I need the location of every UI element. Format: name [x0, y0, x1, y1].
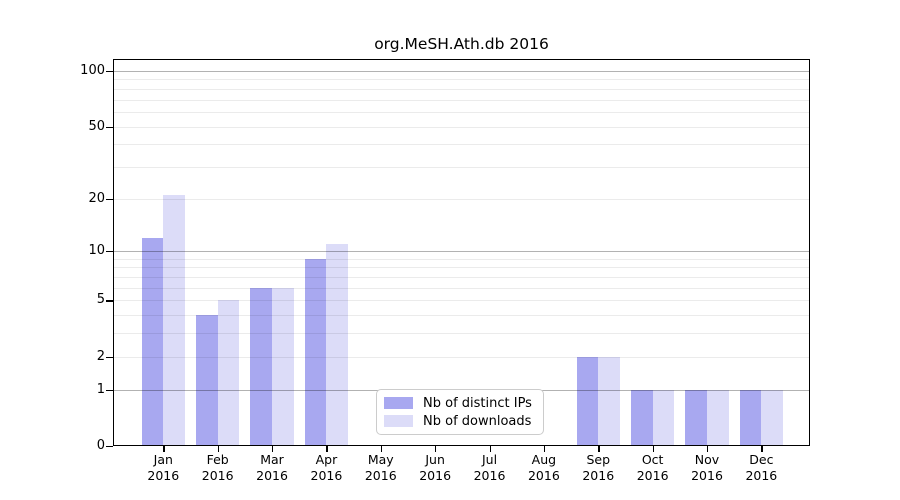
x-tick-label-may: May 2016: [364, 452, 397, 483]
x-tick-label-jul: Jul 2016: [473, 452, 506, 483]
bar-oct-distinct-ips: [630, 389, 653, 446]
x-tick-label-apr: Apr 2016: [310, 452, 343, 483]
x-tick-label-dec: Dec 2016: [745, 452, 778, 483]
gridline-minor: [113, 99, 810, 101]
y-tick-label: 2: [96, 348, 105, 364]
plot-area: Nb of distinct IPs Nb of downloads: [113, 59, 810, 446]
x-tick-mark: [217, 446, 219, 452]
x-tick-mark: [326, 446, 328, 452]
y-tick-mark: [106, 126, 113, 128]
bar-apr-distinct-ips: [304, 258, 327, 446]
gridline-minor: [113, 258, 810, 260]
x-tick-mark: [272, 446, 274, 452]
x-tick-mark: [163, 446, 165, 452]
x-tick-mark: [543, 446, 546, 452]
chart-title: org.MeSH.Ath.db 2016: [374, 35, 549, 53]
y-tick-mark: [106, 251, 113, 253]
x-tick-label-jan: Jan 2016: [147, 452, 180, 483]
legend-label-distinct-ips: Nb of distinct IPs: [423, 395, 532, 411]
legend-item-downloads: Nb of downloads: [384, 414, 543, 429]
legend-swatch-distinct-ips: [384, 397, 413, 409]
y-tick-mark: [106, 70, 113, 73]
legend-label-downloads: Nb of downloads: [423, 413, 532, 429]
bar-sep-distinct-ips: [576, 356, 599, 446]
bar-jan-downloads: [163, 194, 185, 446]
legend-item-distinct-ips: Nb of distinct IPs: [384, 396, 543, 411]
gridline-minor: [113, 198, 810, 200]
y-tick-label: 50: [88, 118, 105, 134]
gridline-major: [113, 70, 810, 72]
x-tick-label-sep: Sep 2016: [582, 452, 615, 483]
gridline-minor: [113, 166, 810, 168]
x-tick-mark: [489, 446, 491, 452]
legend-swatch-downloads: [384, 415, 413, 427]
x-tick-label-oct: Oct 2016: [636, 452, 669, 483]
x-tick-mark: [435, 446, 437, 452]
bar-apr-downloads: [326, 244, 349, 446]
y-tick-label: 10: [88, 243, 105, 259]
legend: Nb of distinct IPs Nb of downloads: [376, 389, 544, 435]
gridline-minor: [113, 356, 810, 358]
gridline-major: [113, 251, 810, 253]
y-tick-mark: [106, 300, 113, 302]
bar-mar-distinct-ips: [250, 287, 273, 446]
bar-feb-downloads: [217, 300, 240, 446]
y-tick-mark: [106, 356, 113, 359]
bar-feb-distinct-ips: [195, 315, 218, 446]
y-tick-label: 5: [96, 292, 105, 308]
bar-nov-distinct-ips: [685, 389, 707, 446]
bar-nov-downloads: [707, 389, 729, 446]
gridline-minor: [113, 126, 810, 128]
bar-dec-downloads: [761, 389, 784, 446]
gridline-minor: [113, 267, 810, 269]
y-tick-label: 0: [96, 438, 105, 453]
y-tick-label: 1: [96, 381, 105, 397]
bar-sep-downloads: [598, 356, 620, 446]
gridline-minor: [113, 111, 810, 113]
x-tick-label-mar: Mar 2016: [256, 452, 288, 483]
gridline-minor: [113, 315, 810, 317]
x-tick-label-feb: Feb 2016: [201, 452, 234, 483]
gridline-minor: [113, 144, 810, 146]
x-tick-label-nov: Nov 2016: [691, 452, 723, 483]
y-tick-mark: [106, 446, 113, 448]
x-tick-mark: [761, 446, 763, 452]
gridline-minor: [113, 287, 810, 289]
y-tick-label: 20: [88, 190, 105, 206]
x-tick-mark: [380, 446, 383, 452]
x-tick-mark: [598, 446, 600, 452]
x-tick-label-jun: Jun 2016: [419, 452, 452, 483]
y-tick-mark: [106, 389, 113, 391]
bar-mar-downloads: [272, 287, 294, 446]
y-tick-label: 100: [80, 62, 105, 78]
gridline-minor: [113, 333, 810, 335]
gridline-minor: [113, 300, 810, 302]
bar-dec-distinct-ips: [739, 389, 762, 446]
gridline-minor: [113, 277, 810, 279]
y-tick-mark: [106, 198, 113, 200]
x-tick-label-aug: Aug 2016: [527, 452, 560, 483]
x-tick-mark: [652, 446, 654, 452]
x-tick-mark: [707, 446, 709, 452]
gridline-minor: [113, 79, 810, 81]
bar-jan-distinct-ips: [141, 237, 164, 446]
gridline-minor: [113, 88, 810, 90]
bar-oct-downloads: [652, 389, 675, 446]
